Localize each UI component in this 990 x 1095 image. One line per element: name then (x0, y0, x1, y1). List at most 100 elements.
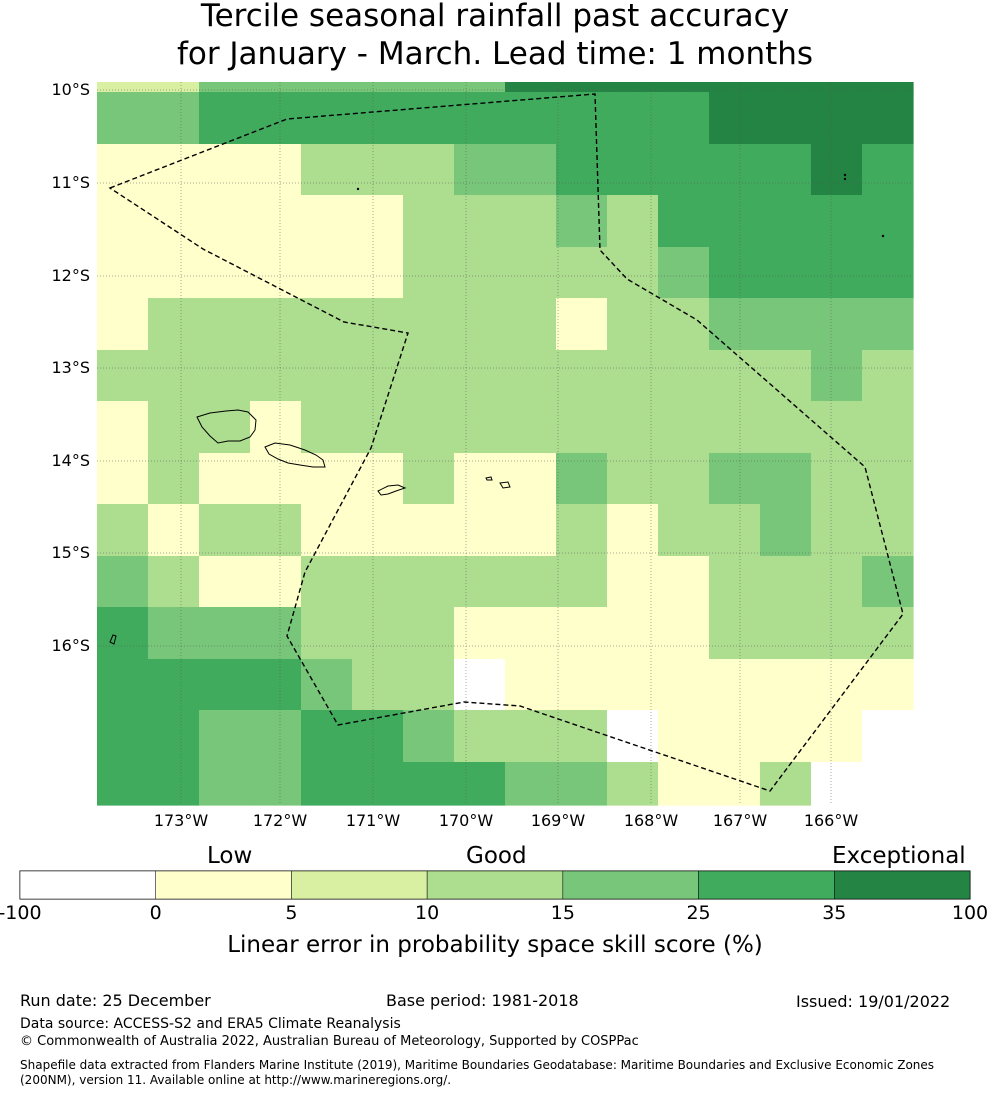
skill-cell (148, 659, 200, 711)
latitude-label: 14°S (51, 451, 90, 470)
skill-cell (352, 504, 404, 557)
skill-cell (250, 298, 302, 351)
skill-cell (97, 247, 149, 299)
skill-cell (403, 556, 455, 608)
skill-cell (250, 195, 302, 248)
skill-cell (658, 195, 710, 248)
skill-cell (148, 453, 200, 505)
skill-cell (862, 350, 914, 402)
skill-cell (556, 659, 608, 711)
skill-cell (454, 82, 506, 93)
skill-cell (760, 556, 812, 608)
skill-cell (250, 762, 302, 806)
colorbar-segment (19, 870, 156, 900)
skill-cell (97, 298, 149, 351)
skill-cell (352, 762, 404, 806)
skill-cell (97, 401, 149, 454)
colorbar-segment (426, 870, 564, 900)
skill-cell (556, 556, 608, 608)
skill-cell (658, 401, 710, 454)
ofu-island-outline (485, 476, 493, 481)
skill-cell (607, 659, 659, 711)
skill-cell (658, 710, 710, 763)
skill-cell (658, 556, 710, 608)
skill-cell (709, 504, 761, 557)
skill-cell (454, 659, 506, 711)
skill-cell (862, 247, 914, 299)
skill-cell (454, 556, 506, 608)
skill-cell (403, 504, 455, 557)
skill-cell (811, 504, 863, 557)
skill-cell (862, 659, 914, 711)
skill-cell (607, 82, 659, 93)
skill-cell (250, 556, 302, 608)
skill-cell (862, 82, 914, 93)
skill-cell (403, 195, 455, 248)
upolu-island-outline (264, 442, 326, 468)
skill-cell (607, 92, 659, 145)
skill-cell (658, 659, 710, 711)
skill-cell (250, 144, 302, 196)
skill-cell (505, 762, 557, 806)
colorbar (19, 870, 971, 900)
skill-cell (97, 195, 149, 248)
skill-cell (505, 556, 557, 608)
skill-cell (556, 247, 608, 299)
skill-cell (607, 144, 659, 196)
latitude-label: 11°S (51, 173, 90, 192)
skill-cell (148, 350, 200, 402)
colorbar-segment (834, 870, 971, 900)
skill-cell (505, 82, 557, 93)
skill-cell (403, 762, 455, 806)
skill-cell (709, 607, 761, 660)
skill-cell (760, 247, 812, 299)
skill-cell (505, 401, 557, 454)
skill-cell (862, 710, 914, 763)
map-title-line-2: for January - March. Lead time: 1 months (176, 36, 814, 72)
skill-cell (862, 195, 914, 248)
skill-cell (148, 710, 200, 763)
skill-cell (811, 195, 863, 248)
skill-cell (301, 607, 353, 660)
skill-cell (148, 82, 200, 93)
tau-island-outline (499, 481, 511, 489)
skill-cell (403, 659, 455, 711)
small-atolls (356, 173, 885, 238)
skill-cell (250, 607, 302, 660)
copyright: © Commonwealth of Australia 2022, Austra… (20, 1034, 639, 1049)
skill-cell (403, 710, 455, 763)
map-graticule (97, 82, 913, 805)
skill-cell (97, 144, 149, 196)
skill-cell (148, 762, 200, 806)
skill-cell (862, 504, 914, 557)
colorbar-segment (291, 870, 428, 900)
skill-cell (505, 710, 557, 763)
skill-cell (862, 298, 914, 351)
colorbar-segment (562, 870, 699, 900)
base-period: Base period: 1981-2018 (386, 991, 579, 1010)
skill-cell (199, 144, 251, 196)
legend-category-low: Low (207, 843, 253, 869)
skill-cell (148, 504, 200, 557)
skill-cell (301, 298, 353, 351)
skill-cell (454, 247, 506, 299)
skill-cell (760, 762, 812, 806)
skill-cell (199, 556, 251, 608)
shapefile-credit-line-1: Shapefile data extracted from Flanders M… (20, 1058, 935, 1072)
skill-cell (709, 82, 761, 93)
skill-cell (505, 453, 557, 505)
skill-cell (811, 350, 863, 402)
skill-cell (301, 247, 353, 299)
skill-cell (709, 710, 761, 763)
skill-cell (199, 659, 251, 711)
skill-cell (607, 247, 659, 299)
skill-cell (709, 350, 761, 402)
skill-cell (556, 144, 608, 196)
skill-cell (148, 556, 200, 608)
skill-cell (403, 92, 455, 145)
skill-cell (607, 607, 659, 660)
skill-cell (97, 82, 149, 93)
skill-cell (97, 504, 149, 557)
atoll-dot (356, 187, 360, 191)
